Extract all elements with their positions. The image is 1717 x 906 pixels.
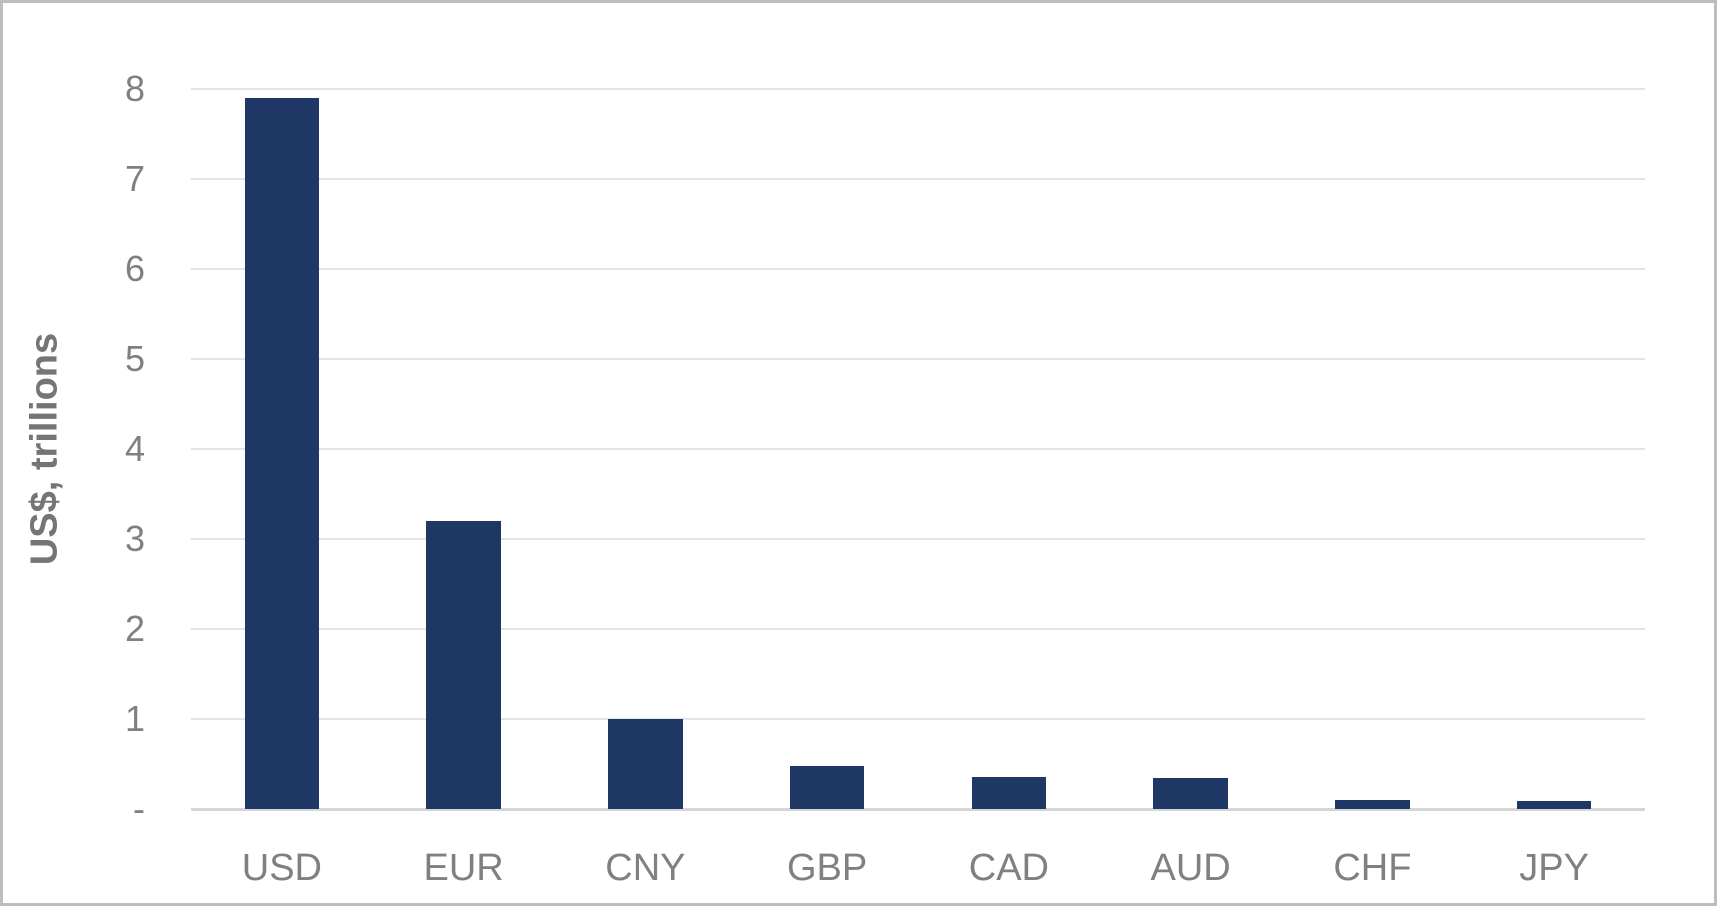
y-tick-label: 3 (124, 518, 145, 559)
gridline (191, 358, 1645, 360)
gridline (191, 538, 1645, 540)
y-tick-label: 6 (124, 248, 145, 289)
bar-aud (1153, 777, 1228, 809)
y-tick-label: - (133, 788, 145, 829)
bar-usd (244, 98, 320, 809)
bar-cny (608, 719, 683, 809)
y-tick-label: 2 (124, 608, 145, 649)
y-tick-label: 1 (124, 698, 145, 739)
x-axis-line (191, 808, 1645, 811)
y-tick-label: 7 (124, 158, 145, 199)
gridline (191, 268, 1645, 270)
y-tick-label: 4 (124, 428, 145, 469)
gridline (191, 718, 1645, 720)
x-category-label: JPY (1519, 847, 1589, 889)
x-category-label: GBP (787, 847, 868, 889)
bar-gbp (789, 765, 865, 809)
bar-eur (426, 521, 501, 809)
x-category-label: AUD (1150, 847, 1231, 889)
x-category-label: CNY (605, 847, 686, 889)
gridline (191, 628, 1645, 630)
gridline (191, 178, 1645, 180)
x-category-label: CHF (1333, 847, 1412, 889)
bar-chf (1335, 800, 1410, 809)
gridline (191, 448, 1645, 450)
bar-jpy (1516, 800, 1592, 809)
x-category-label: CAD (968, 847, 1049, 889)
x-category-label: USD (241, 847, 322, 889)
y-tick-label: 5 (124, 338, 145, 379)
gridline (191, 88, 1645, 90)
x-category-label: EUR (423, 847, 504, 889)
y-tick-label: 8 (124, 68, 145, 109)
bar-cad (971, 776, 1047, 809)
